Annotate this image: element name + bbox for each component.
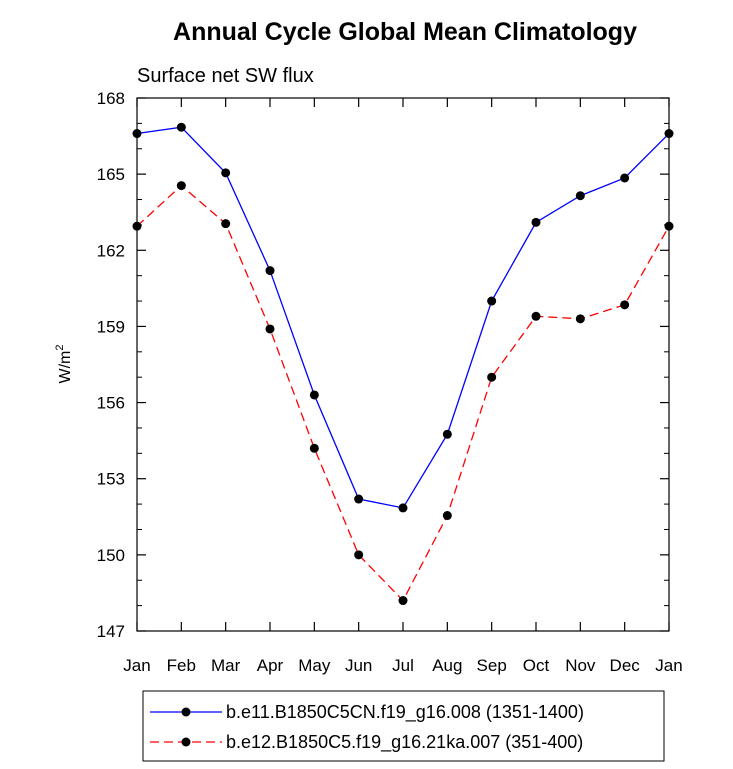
x-tick-label: Mar [211,656,241,675]
legend-marker [181,737,191,747]
data-point [398,503,408,513]
x-tick-label: Nov [565,656,596,675]
x-tick-labels: Jan Feb Mar Apr May Jun Jul Aug Sep Oct Nov Dec Jan [123,656,682,675]
chart-title: Annual Cycle Global Mean Climatology [173,18,637,46]
legend-items: b.e11.B1850C5CN.f19_g16.008 (1351-1400) b… [150,702,584,753]
data-point [531,311,541,321]
data-point [620,300,630,310]
legend-item-2: b.e12.B1850C5.f19_g16.21ka.007 (351-400) [150,732,583,753]
x-tick-label: Jul [392,656,414,675]
y-tick-label: 156 [97,394,125,413]
data-point [487,372,497,382]
y-tick-label: 153 [97,470,125,489]
y-axis-title: W/m2 [54,345,74,384]
legend-box [142,690,665,762]
legend-marker [181,707,191,717]
svg-text:W/m2: W/m2 [54,345,74,384]
series-1 [132,122,674,513]
data-point [575,314,585,324]
data-point [176,122,186,132]
y-axis-label-superscript: 2 [54,345,66,351]
data-point [531,217,541,227]
data-point [221,168,231,178]
data-point [265,324,275,334]
data-point [487,296,497,306]
major-ticks [136,97,670,632]
x-tick-label: Feb [167,656,196,675]
y-tick-label: 168 [97,89,125,108]
series-layer [132,122,674,606]
data-point [354,494,364,504]
data-point [620,173,630,183]
x-tick-label: Jan [123,656,150,675]
series-2 [132,181,674,606]
data-point [442,511,452,521]
data-point [354,550,364,560]
y-tick-label: 147 [97,622,125,641]
x-tick-label: May [298,656,331,675]
y-tick-labels: 147 150 153 156 159 162 165 168 [97,89,125,641]
x-tick-label: Apr [257,656,284,675]
data-point [575,191,585,201]
legend: b.e11.B1850C5CN.f19_g16.008 (1351-1400) b… [142,690,665,762]
plot-frame [136,97,670,632]
x-tick-label: Jun [345,656,372,675]
data-point [309,443,319,453]
legend-label: b.e11.B1850C5CN.f19_g16.008 (1351-1400) [226,702,584,723]
legend-label: b.e12.B1850C5.f19_g16.21ka.007 (351-400) [226,732,583,753]
x-tick-label: Jan [655,656,682,675]
data-point [442,429,452,439]
y-tick-label: 162 [97,241,125,260]
y-tick-label: 159 [97,317,125,336]
x-tick-label: Dec [610,656,641,675]
y-tick-label: 165 [97,165,125,184]
y-tick-label: 150 [97,546,125,565]
legend-item-1: b.e11.B1850C5CN.f19_g16.008 (1351-1400) [150,702,584,723]
series-line [136,126,670,509]
data-point [398,596,408,606]
x-tick-label: Oct [523,656,550,675]
x-tick-label: Sep [477,656,507,675]
minor-ticks [137,122,669,607]
data-point [265,266,275,276]
data-point [176,181,186,191]
x-tick-label: Aug [432,656,462,675]
data-point [309,390,319,400]
chart-subtitle: Surface net SW flux [137,65,314,87]
data-point [221,219,231,229]
series-line [136,184,670,602]
y-axis-label: W/m [57,351,74,384]
